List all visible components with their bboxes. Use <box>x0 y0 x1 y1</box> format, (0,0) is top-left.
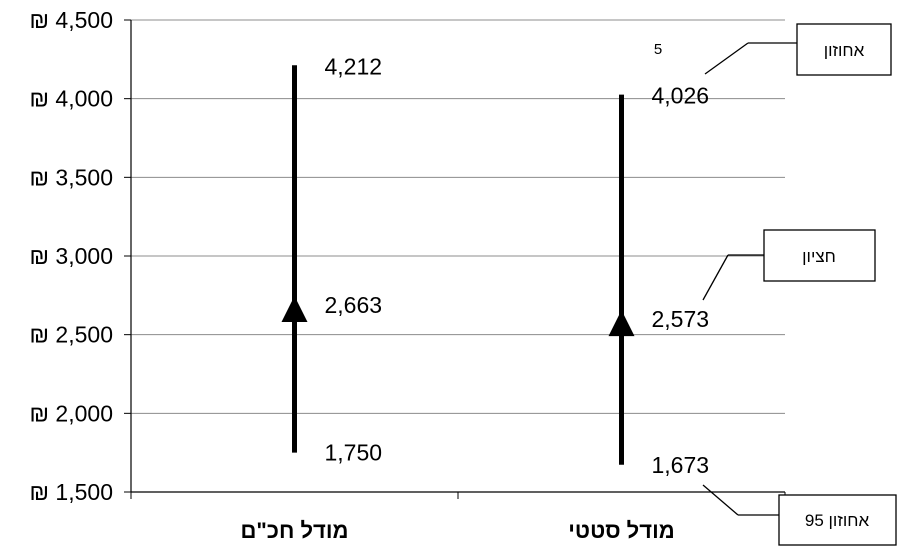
y-tick-label: ₪ 2,500 <box>30 322 113 348</box>
median-marker <box>608 310 635 337</box>
callout-high-box <box>796 23 892 76</box>
y-tick-labels: ₪ 1,500 ₪ 2,000 ₪ 2,500 ₪ 3,000 ₪ 3,500 ₪ 4,0… <box>30 7 113 505</box>
y-tick-label: ₪ 3,000 <box>30 243 113 269</box>
callout-mid: חציון <box>702 229 876 301</box>
callout-high-note: 5 <box>654 41 662 58</box>
callout-high-label: אחוזון <box>824 41 865 60</box>
callout-low: 95 אחוזון <box>702 484 897 546</box>
median-marker <box>281 296 308 323</box>
callout-low-label: 95 אחוזון <box>805 511 870 530</box>
low-value-label: 1,673 <box>652 452 710 478</box>
category-label: מודל סטטי <box>568 518 674 543</box>
high-value-label: 4,212 <box>325 53 383 79</box>
category-label: מודל חכ"ם <box>241 518 349 543</box>
y-tick-label: ₪ 3,500 <box>30 164 113 190</box>
median-value-label: 2,663 <box>325 292 383 318</box>
y-tick-label: ₪ 1,500 <box>30 479 113 505</box>
median-value-label: 2,573 <box>652 306 710 332</box>
data-labels: 4,212 2,663 1,750 4,026 2,573 1,673 <box>325 53 710 477</box>
y-tick-label: ₪ 4,500 <box>30 7 113 33</box>
category-labels: מודל חכ"ם מודל סטטי <box>241 518 675 543</box>
callout-high: אחוזון 5 <box>654 23 892 76</box>
gridlines <box>131 19 785 414</box>
range-series <box>281 65 635 465</box>
callout-mid-box <box>763 229 876 282</box>
callout-mid-label: חציון <box>802 247 836 266</box>
y-tick-label: ₪ 2,000 <box>30 400 113 426</box>
low-value-label: 1,750 <box>325 440 383 466</box>
high-value-label: 4,026 <box>652 83 710 109</box>
callout-low-box <box>778 494 897 546</box>
y-tick-label: ₪ 4,000 <box>30 86 113 112</box>
